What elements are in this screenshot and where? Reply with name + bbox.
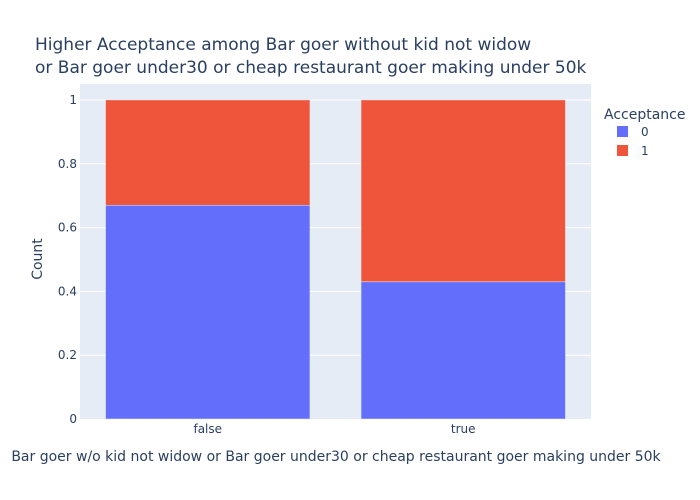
y-tick-label: 0.2 (58, 348, 77, 362)
x-tick-label: false (193, 422, 222, 436)
x-axis-ticks: false true (193, 422, 475, 436)
legend: Acceptance 0 1 (604, 107, 685, 158)
y-tick-label: 0.6 (58, 221, 77, 235)
legend-title: Acceptance (604, 107, 685, 123)
bar-false-acceptance-1 (105, 99, 311, 206)
y-tick-label: 0.8 (58, 157, 77, 171)
x-axis-title: Bar goer w/o kid not widow or Bar goer u… (11, 449, 661, 465)
y-axis-title: Count (30, 238, 46, 280)
bar-false-acceptance-0 (105, 204, 311, 420)
y-tick-label: 0 (69, 412, 77, 426)
x-tick-label: true (451, 422, 476, 436)
legend-label-1: 1 (641, 144, 649, 158)
legend-swatch-0 (617, 126, 628, 137)
chart-title-line-1: Higher Acceptance among Bar goer without… (35, 35, 531, 55)
y-tick-label: 1 (69, 93, 77, 107)
y-axis-ticks: 0 0.2 0.4 0.6 0.8 1 (58, 93, 77, 426)
bar-true-acceptance-0 (360, 281, 566, 420)
bars (105, 99, 566, 420)
y-tick-label: 0.4 (58, 284, 77, 298)
legend-label-0: 0 (641, 125, 649, 139)
bar-true-acceptance-1 (360, 99, 566, 283)
legend-swatch-1 (617, 145, 628, 156)
chart-title-line-2: or Bar goer under30 or cheap restaurant … (35, 58, 587, 78)
